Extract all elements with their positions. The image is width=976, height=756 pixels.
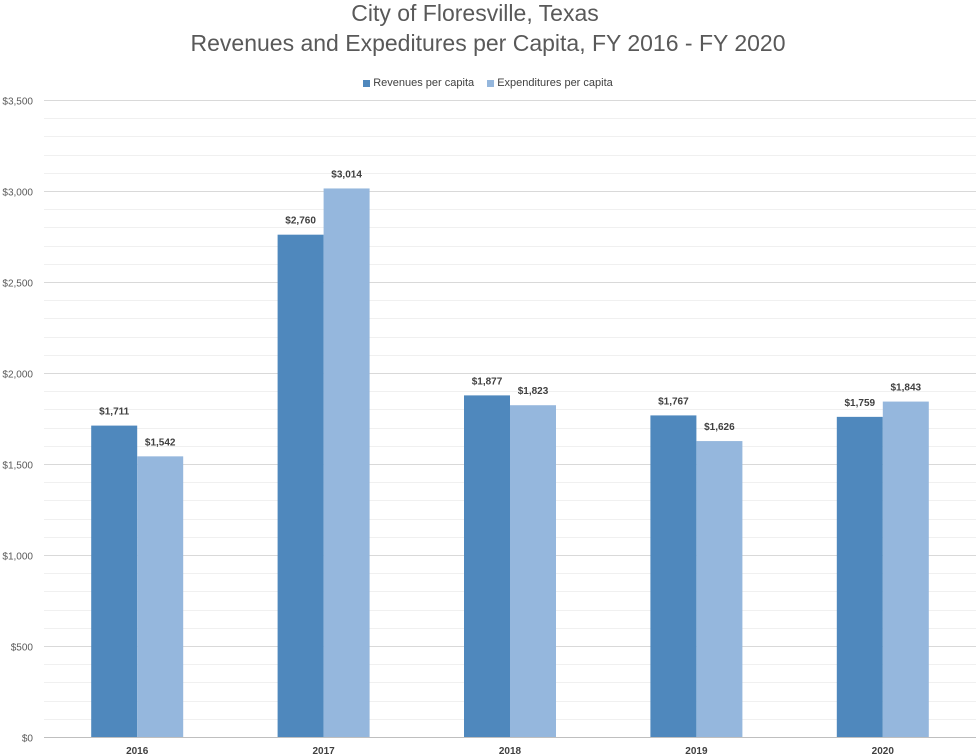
data-label-revenues: $2,760 xyxy=(285,216,316,227)
data-label-expenditures: $1,843 xyxy=(891,383,922,394)
y-tick-label: $2,500 xyxy=(2,279,33,290)
y-tick-label: $2,000 xyxy=(2,370,33,381)
bar-expenditures xyxy=(882,401,929,737)
bar-expenditures xyxy=(510,405,556,737)
legend-swatch-expenditures xyxy=(487,79,495,87)
y-tick-label: $3,500 xyxy=(2,97,33,108)
bar-expenditures xyxy=(137,456,184,737)
data-label-revenues: $1,877 xyxy=(472,376,503,387)
x-tick-label: 2016 xyxy=(126,746,149,756)
data-label-revenues: $1,767 xyxy=(658,396,689,407)
bar-revenues xyxy=(277,234,324,737)
y-tick-label: $1,500 xyxy=(2,461,33,472)
bar-expenditures xyxy=(323,188,370,737)
data-label-expenditures: $1,823 xyxy=(518,386,549,397)
x-tick-label: 2018 xyxy=(499,746,522,756)
x-tick-label: 2020 xyxy=(872,746,895,756)
data-label-expenditures: $3,014 xyxy=(331,169,362,180)
y-tick-label: $0 xyxy=(22,734,34,745)
bar-expenditures xyxy=(696,441,743,737)
data-label-revenues: $1,759 xyxy=(845,398,876,409)
x-tick-label: 2017 xyxy=(312,746,335,756)
legend-label-expenditures: Expenditures per capita xyxy=(497,77,613,89)
y-tick-label: $1,000 xyxy=(2,552,33,563)
legend: Revenues per capita Expenditures per cap… xyxy=(0,77,976,90)
chart-title: City of Floresville, Texas xyxy=(351,0,599,26)
legend-swatch-revenues xyxy=(363,79,371,87)
data-label-expenditures: $1,626 xyxy=(704,422,735,433)
y-tick-label: $3,000 xyxy=(2,188,33,199)
data-label-revenues: $1,711 xyxy=(99,407,129,418)
bar-revenues xyxy=(91,425,138,737)
bar-revenues xyxy=(464,395,510,737)
y-tick-label: $500 xyxy=(11,643,34,654)
legend-item-revenues: Revenues per capita xyxy=(363,77,474,89)
legend-label-revenues: Revenues per capita xyxy=(373,77,475,89)
chart-subtitle: Revenues and Expeditures per Capita, FY … xyxy=(190,30,786,56)
bar-revenues xyxy=(836,416,883,737)
legend-item-expenditures: Expenditures per capita xyxy=(487,77,613,89)
x-tick-label: 2019 xyxy=(685,746,708,756)
data-label-expenditures: $1,542 xyxy=(145,437,176,448)
bar-revenues xyxy=(650,415,697,737)
